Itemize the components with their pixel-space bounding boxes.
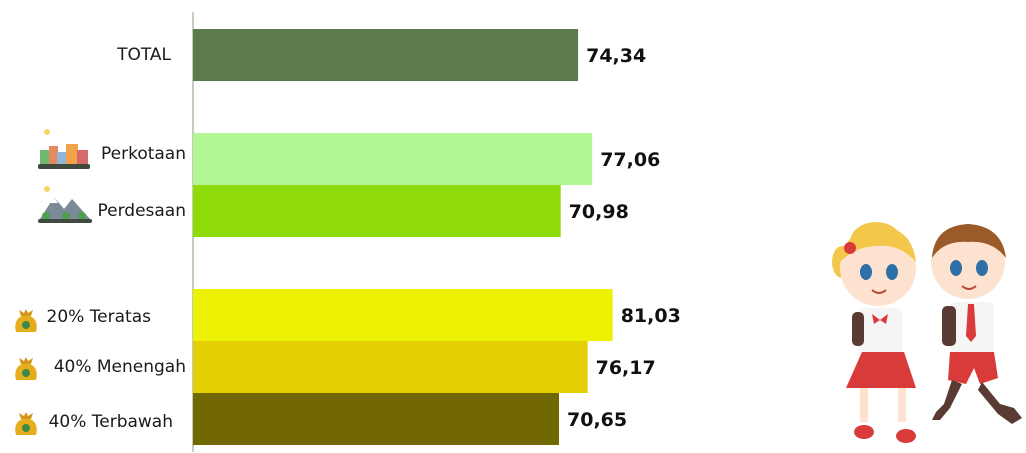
money-bag-icon [15,412,37,435]
category-label: Perdesaan [97,201,186,221]
value-label: 81,03 [621,305,681,327]
city-icon [38,129,90,169]
labels-layer: 74,34 TOTAL 77,06 Perkotaan 70,98 Perdesaan 81… [47,45,681,432]
boy-figure [931,224,1022,424]
bars-layer [193,29,613,445]
bar-40-menengah [193,341,588,393]
category-label: 40% Terbawah [49,412,173,432]
bar-40-terbawah [193,393,559,445]
value-label: 76,17 [596,357,656,379]
village-icon [38,186,92,223]
value-label: 77,06 [600,149,660,171]
value-label: 70,65 [567,409,627,431]
category-label: TOTAL [116,45,171,65]
category-label: 20% Teratas [47,307,152,327]
bar-20-teratas [193,289,613,341]
bar-perkotaan [193,133,593,185]
money-bag-icon [15,309,37,332]
school-children-illustration [832,222,1022,443]
category-label: 40% Menengah [54,357,186,377]
category-label: Perkotaan [101,144,186,164]
bar-perdesaan [193,185,561,237]
value-label: 74,34 [586,45,646,67]
girl-figure [832,222,916,443]
bar-total [193,29,579,81]
value-label: 70,98 [569,201,629,223]
money-bag-icon [15,357,37,380]
